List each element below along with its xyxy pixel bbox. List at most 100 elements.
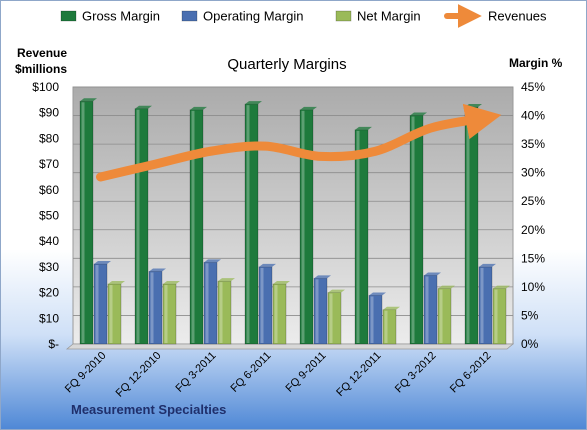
- bar-top: [410, 112, 427, 116]
- right-tick-label: 30%: [521, 166, 545, 180]
- series-revenues-line: [96, 103, 502, 182]
- left-tick-label: $80: [39, 131, 59, 145]
- bar-highlight: [164, 285, 168, 343]
- series-gross-margin: [79, 98, 482, 345]
- legend-swatch: [60, 10, 77, 22]
- bar-top: [80, 98, 97, 102]
- right-tick-label: 35%: [521, 137, 545, 151]
- bar-top: [300, 106, 317, 110]
- bar-highlight: [150, 272, 154, 343]
- bar-highlight: [439, 289, 443, 343]
- bar-highlight: [136, 109, 140, 343]
- bar-highlight: [260, 267, 264, 343]
- bar-top: [94, 261, 111, 265]
- right-axis-ticks: 0% 5% 10% 15% 20% 25% 30% 35% 40% 45%: [521, 80, 545, 351]
- bar-highlight: [356, 130, 360, 343]
- series-operating-margin: [93, 259, 496, 345]
- left-tick-label: $-: [48, 337, 59, 351]
- bar-top: [259, 263, 276, 267]
- category-label: FQ 12-2011: [334, 350, 383, 399]
- category-label: FQ 3-2012: [393, 350, 439, 396]
- right-tick-label: 0%: [521, 337, 539, 351]
- bar-highlight: [95, 265, 99, 343]
- bar-top: [273, 281, 290, 285]
- bar-highlight: [219, 282, 223, 343]
- bar-top: [135, 105, 152, 109]
- bar-top: [190, 106, 207, 110]
- bar-top: [383, 306, 400, 310]
- left-tick-label: $20: [39, 286, 59, 300]
- bar-highlight: [480, 267, 484, 343]
- plot-area: [65, 86, 515, 350]
- bar-highlight: [205, 263, 209, 343]
- left-tick-label: $70: [39, 157, 59, 171]
- bar-top: [204, 259, 221, 263]
- bar-highlight: [81, 102, 85, 344]
- right-tick-label: 45%: [521, 80, 545, 94]
- bar-highlight: [301, 110, 305, 343]
- category-label: FQ 6-2012: [448, 350, 494, 396]
- right-tick-label: 20%: [521, 223, 545, 237]
- bar-top: [163, 281, 180, 285]
- left-axis-ticks: $- $10 $20 $30 $40 $50 $60 $70 $80 $90 $100: [32, 80, 59, 351]
- bar-highlight: [370, 296, 374, 343]
- left-tick-label: $90: [39, 106, 59, 120]
- bar-top: [369, 292, 386, 296]
- category-label: FQ 6-2011: [229, 350, 274, 395]
- category-label: FQ 9-2011: [284, 350, 329, 395]
- chart-title: Quarterly Margins: [227, 56, 346, 73]
- legend-item-net-margin: Net Margin: [335, 9, 421, 24]
- bar-highlight: [246, 105, 250, 343]
- bar-highlight: [315, 279, 319, 343]
- legend-label: Operating Margin: [203, 9, 303, 24]
- bar-top: [424, 272, 441, 276]
- legend-item-gross-margin: Gross Margin: [60, 9, 160, 24]
- bar-top: [493, 285, 510, 289]
- right-tick-label: 10%: [521, 280, 545, 294]
- bar-top: [355, 126, 372, 130]
- bar-highlight: [494, 289, 498, 343]
- right-tick-label: 40%: [521, 109, 545, 123]
- bar-highlight: [109, 285, 113, 343]
- bar-top: [328, 289, 345, 293]
- right-axis-title: Margin %: [509, 56, 563, 70]
- right-tick-label: 5%: [521, 308, 539, 322]
- bar-highlight: [466, 107, 470, 343]
- legend-label: Revenues: [488, 9, 547, 24]
- right-tick-label: 15%: [521, 251, 545, 265]
- left-tick-label: $10: [39, 311, 59, 325]
- category-labels: FQ 9-2010 FQ 12-2010 FQ 3-2011 FQ 6-2011 FQ …: [63, 350, 494, 400]
- bar-highlight: [411, 116, 415, 343]
- category-label: FQ 3-2011: [174, 350, 219, 395]
- legend-label: Gross Margin: [82, 9, 160, 24]
- left-tick-label: $60: [39, 183, 59, 197]
- right-tick-label: 25%: [521, 194, 545, 208]
- bar-top: [314, 275, 331, 279]
- left-tick-label: $100: [32, 80, 59, 94]
- bar-top: [438, 285, 455, 289]
- left-tick-label: $40: [39, 234, 59, 248]
- plot-floor: [65, 343, 515, 350]
- bar-highlight: [329, 293, 333, 343]
- legend-label: Net Margin: [357, 9, 421, 24]
- legend-swatch: [181, 10, 198, 22]
- bar-top: [479, 263, 496, 267]
- legend-swatch: [335, 10, 352, 22]
- bar-top: [218, 278, 235, 282]
- bar-top: [149, 268, 166, 272]
- bar-highlight: [191, 110, 195, 343]
- category-label: FQ 12-2010: [114, 350, 164, 400]
- legend-item-revenues: Revenues: [444, 4, 547, 28]
- category-label: FQ 9-2010: [63, 350, 109, 396]
- legend: Gross Margin Operating Margin Net Margin Re…: [60, 4, 547, 28]
- company-name: Measurement Specialties: [71, 402, 226, 417]
- legend-item-operating-margin: Operating Margin: [181, 9, 303, 24]
- series-net-margin: [107, 278, 510, 345]
- bar-highlight: [425, 276, 429, 343]
- bar-highlight: [384, 310, 388, 343]
- left-axis-title-line2: $millions: [15, 62, 67, 76]
- left-tick-label: $30: [39, 260, 59, 274]
- bar-top: [245, 101, 262, 105]
